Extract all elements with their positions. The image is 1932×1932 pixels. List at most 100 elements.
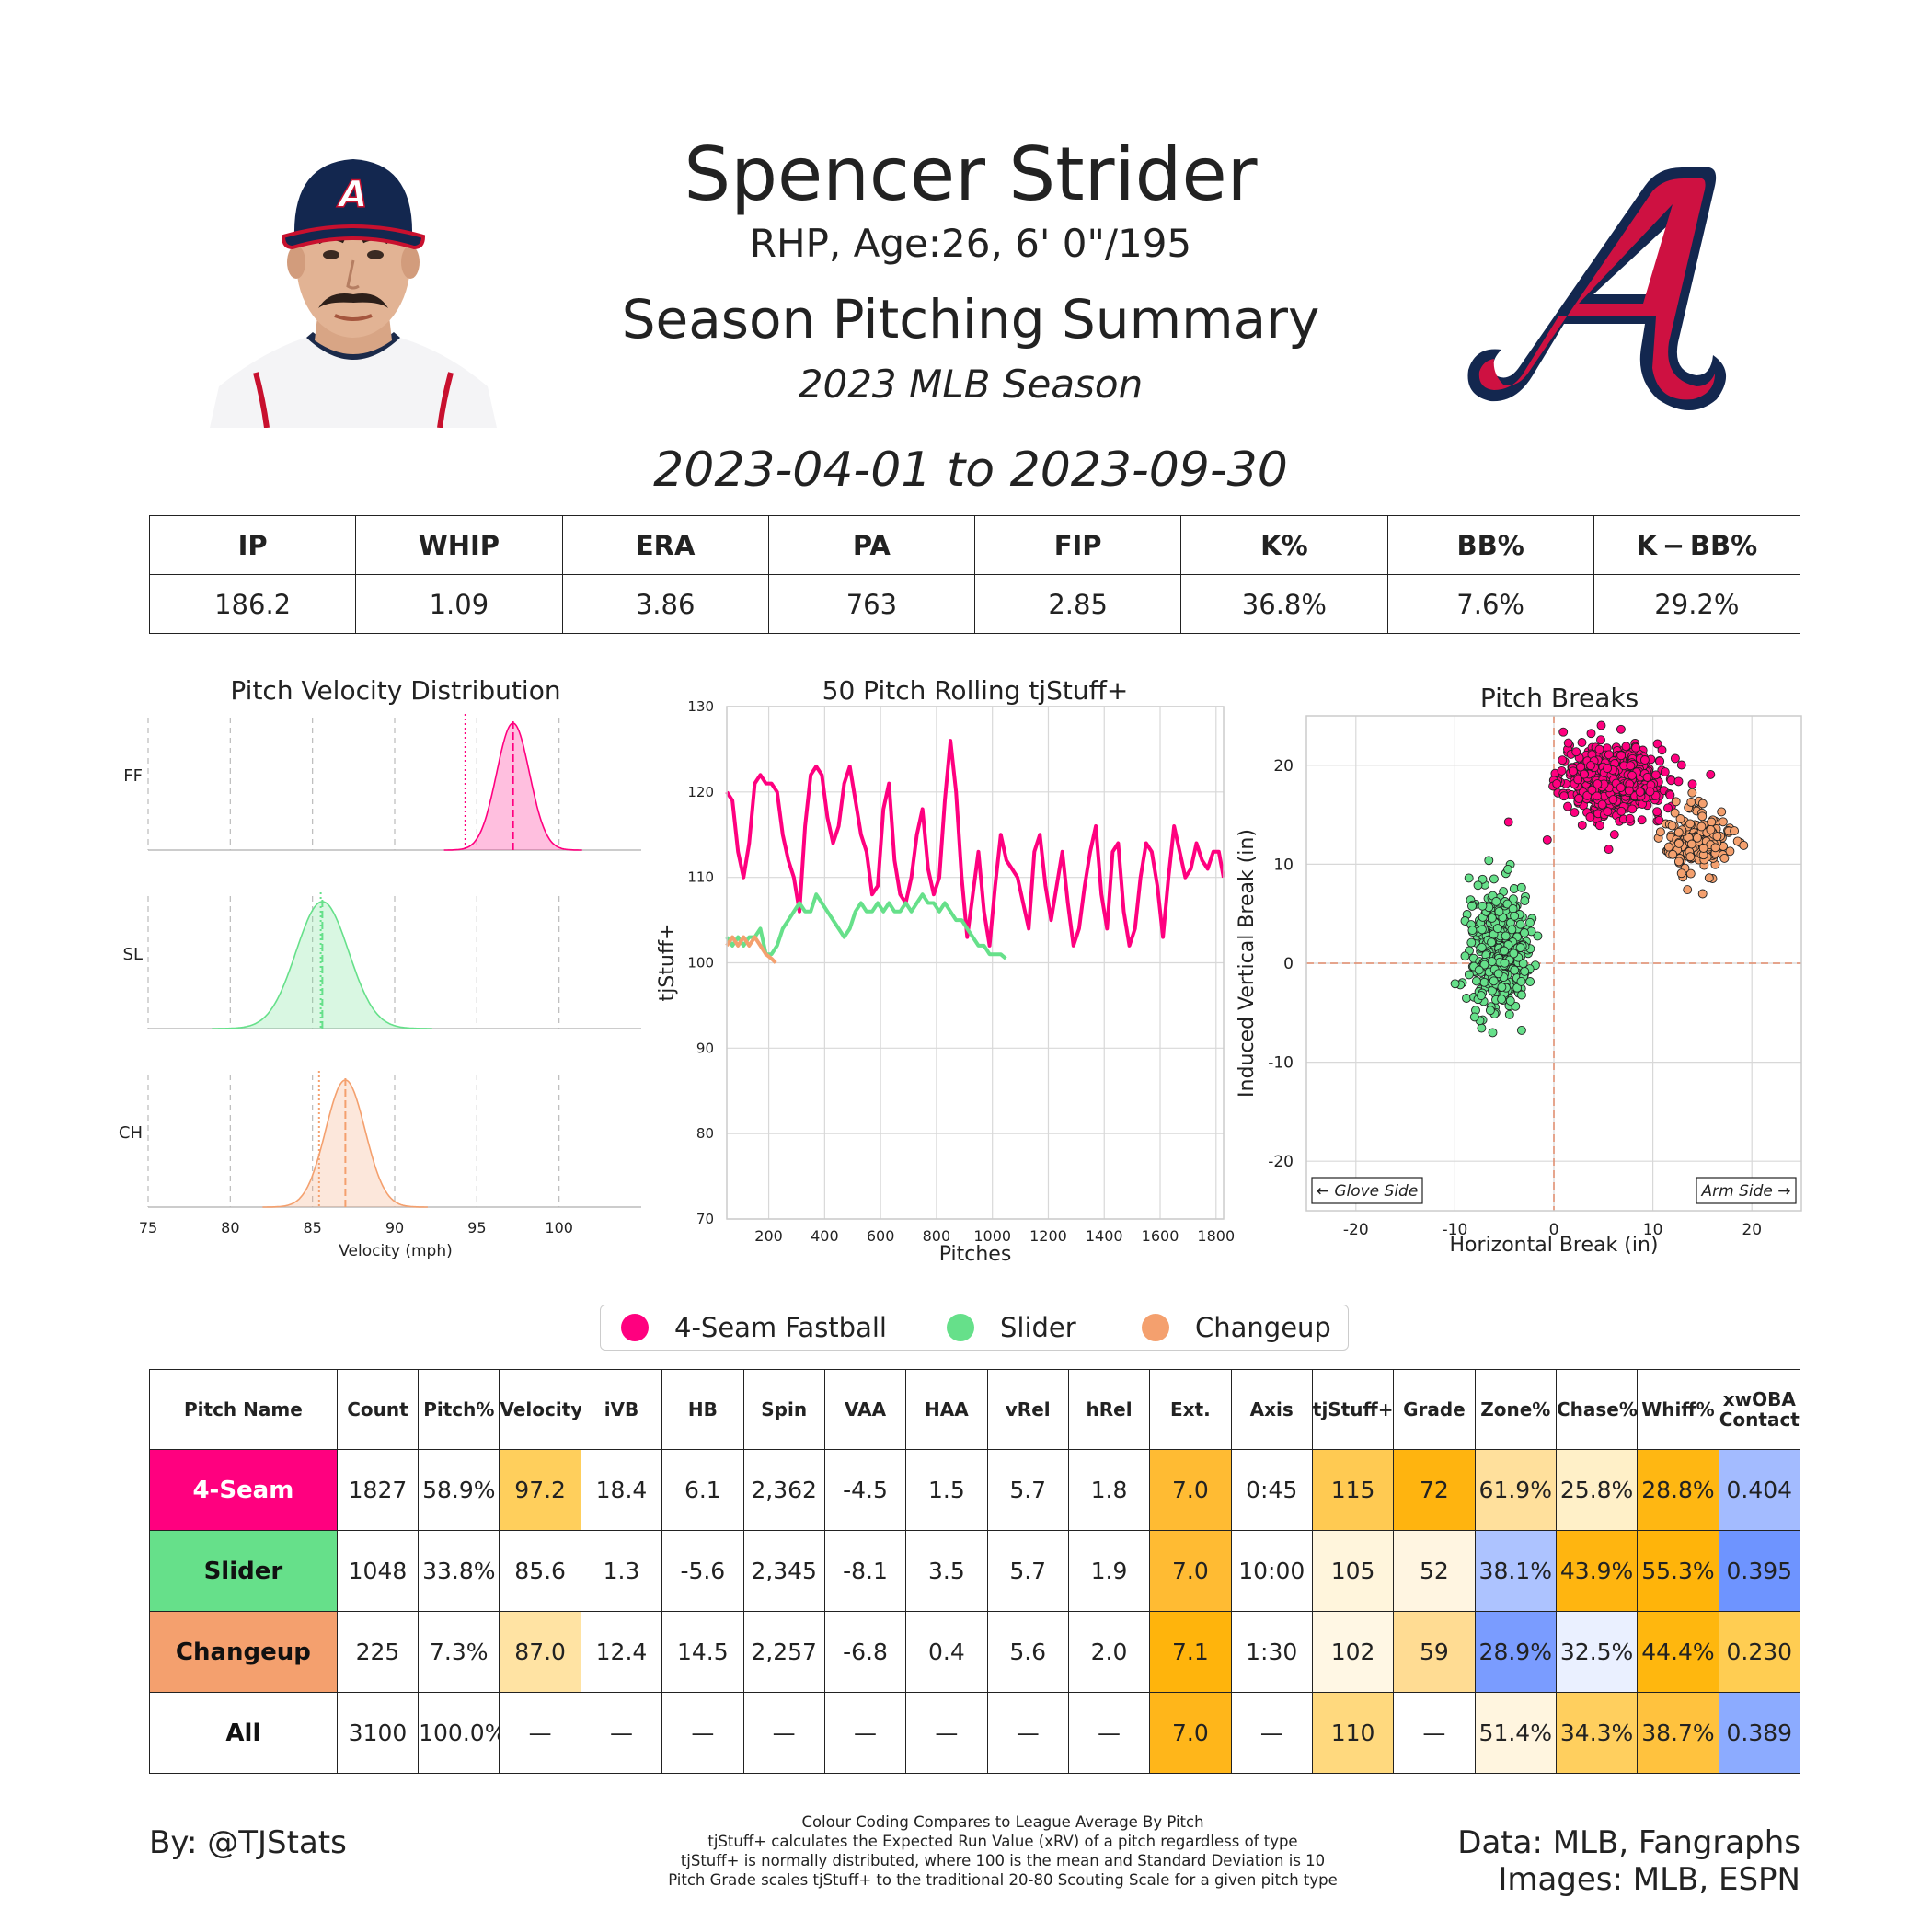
breaks-point	[1667, 821, 1677, 831]
breaks-point	[1497, 983, 1507, 992]
rolling-x-tick: 1400	[1086, 1227, 1123, 1245]
stat-value-k-pct: 36.8%	[1180, 574, 1388, 634]
legend-item-fastball: 4-Seam Fastball	[621, 1305, 887, 1350]
pitch-table-cell: 25.8%	[1555, 1449, 1639, 1531]
rolling-stuff-chart: 50 Pitch Rolling tjStuff+ 200 400 600 800 10…	[656, 675, 1235, 1266]
breaks-point	[1642, 772, 1652, 782]
pitch-name-cell: 4-Seam	[149, 1449, 338, 1531]
pitch-table-cell: 58.9%	[418, 1449, 500, 1531]
pitch-table-cell: 5.7	[986, 1530, 1069, 1612]
breaks-point	[1510, 911, 1520, 921]
breaks-point	[1516, 882, 1526, 892]
rolling-y-tick: 100	[687, 955, 714, 972]
breaks-point	[1706, 824, 1716, 834]
pitch-table-header-0: Pitch Name	[149, 1369, 338, 1450]
pitch-table-cell: —	[499, 1692, 581, 1774]
breaks-point	[1663, 803, 1673, 813]
pitch-table-cell: 28.8%	[1637, 1449, 1719, 1531]
breaks-point	[1687, 788, 1697, 798]
breaks-point	[1509, 884, 1519, 893]
breaks-point	[1489, 976, 1499, 986]
breaks-point	[1558, 755, 1568, 765]
footer-note-1: Colour Coding Compares to League Average…	[801, 1813, 1204, 1831]
breaks-point	[1473, 880, 1483, 891]
breaks-point	[1686, 797, 1696, 807]
pitch-table-cell: 0.404	[1718, 1449, 1801, 1531]
breaks-point	[1676, 868, 1686, 879]
pitch-table-cell: —	[823, 1692, 907, 1774]
pitch-table-cell: —	[986, 1692, 1069, 1774]
stat-header-k-pct: K%	[1180, 515, 1388, 575]
breaks-point	[1718, 817, 1728, 827]
velocity-x-label: Velocity (mph)	[339, 1242, 452, 1260]
pitch-table-cell: 1.5	[905, 1449, 988, 1531]
breaks-y-tick: 20	[1273, 757, 1294, 776]
breaks-point	[1508, 903, 1518, 914]
pitch-table-cell: 6.1	[661, 1449, 744, 1531]
breaks-point	[1596, 720, 1606, 730]
season-stats-header-row: IP WHIP ERA PA FIP K% BB% K − BB%	[148, 515, 1801, 575]
stat-header-k-bb-pct: K − BB%	[1593, 515, 1801, 575]
legend-label-fastball: 4-Seam Fastball	[674, 1312, 887, 1343]
pitch-table-cell: 38.7%	[1637, 1692, 1719, 1774]
breaks-point	[1577, 820, 1587, 830]
breaks-point	[1469, 1012, 1479, 1022]
pitch-table-header-2: Pitch%	[418, 1369, 500, 1450]
pitch-table-cell: 61.9%	[1474, 1449, 1557, 1531]
breaks-point	[1616, 783, 1626, 793]
breaks-point	[1668, 849, 1678, 859]
breaks-point	[1687, 779, 1697, 789]
breaks-point	[1597, 799, 1607, 810]
pitch-table-header-4: iVB	[580, 1369, 663, 1450]
pitch-table-cell: 85.6	[499, 1530, 581, 1612]
breaks-point	[1509, 949, 1519, 959]
pitch-table-cell: 43.9%	[1555, 1530, 1639, 1612]
pitch-table-cell: 0.4	[905, 1611, 988, 1693]
breaks-point	[1603, 764, 1613, 774]
breaks-point	[1500, 958, 1510, 968]
breaks-point	[1467, 926, 1478, 936]
breaks-point	[1477, 991, 1486, 1001]
stat-value-ip: 186.2	[148, 574, 357, 634]
pitch-table-cell: 0:45	[1230, 1449, 1313, 1531]
breaks-point	[1515, 919, 1525, 929]
pitch-table-cell: 2.0	[1067, 1611, 1151, 1693]
pitch-table-cell: 7.0	[1149, 1692, 1232, 1774]
breaks-point	[1503, 864, 1513, 874]
breaks-point	[1484, 856, 1494, 866]
breaks-point	[1507, 925, 1517, 935]
footer-note-3: tjStuff+ is normally distributed, where …	[680, 1852, 1326, 1869]
glove-side-box	[1311, 1177, 1423, 1204]
breaks-point	[1502, 899, 1512, 909]
footer-note-2: tjStuff+ calculates the Expected Run Val…	[707, 1833, 1298, 1850]
breaks-point	[1637, 815, 1647, 825]
velocity-row-label: CH	[119, 1123, 143, 1143]
pitch-table-cell: 87.0	[499, 1611, 581, 1693]
breaks-point	[1525, 917, 1535, 927]
pitch-table-cell: 7.1	[1149, 1611, 1232, 1693]
pitch-table-cell: 225	[336, 1611, 420, 1693]
pitch-table-cell: 1048	[336, 1530, 420, 1612]
velocity-distribution-chart: Pitch Velocity Distribution 75 80 85 90 95 10…	[119, 675, 641, 1260]
arm-side-box	[1696, 1177, 1797, 1204]
breaks-chart-title: Pitch Breaks	[1480, 683, 1639, 713]
pitch-table-cell: 52	[1393, 1530, 1476, 1612]
breaks-point	[1559, 791, 1569, 801]
breaks-point	[1491, 896, 1501, 906]
breaks-point	[1557, 765, 1567, 776]
pitch-table-cell: —	[661, 1692, 744, 1774]
pitch-table-cell: 0.395	[1718, 1530, 1801, 1612]
pitch-table-header-1: Count	[336, 1369, 420, 1450]
rolling-x-tick: 800	[923, 1227, 951, 1245]
footer-data-sources: Data: MLB, Fangraphs Images: MLB, ESPN	[1457, 1824, 1800, 1898]
player-name: Spencer Strider	[684, 132, 1258, 217]
pitch-table-header-18: xwOBA Contact	[1718, 1369, 1801, 1450]
breaks-point	[1675, 814, 1685, 823]
pitch-table-cell: -6.8	[823, 1611, 907, 1693]
velocity-tick-label: 90	[385, 1219, 404, 1236]
rolling-line-fastball	[725, 739, 1225, 948]
pitch-table-cell: 3.5	[905, 1530, 988, 1612]
breaks-point	[1666, 776, 1676, 786]
pitch-table-cell: —	[1393, 1692, 1476, 1774]
pitch-table-row: Slider 1048 33.8% 85.6 1.3 -5.6 2,345 -8.1 3.5 5.…	[149, 1530, 1801, 1612]
